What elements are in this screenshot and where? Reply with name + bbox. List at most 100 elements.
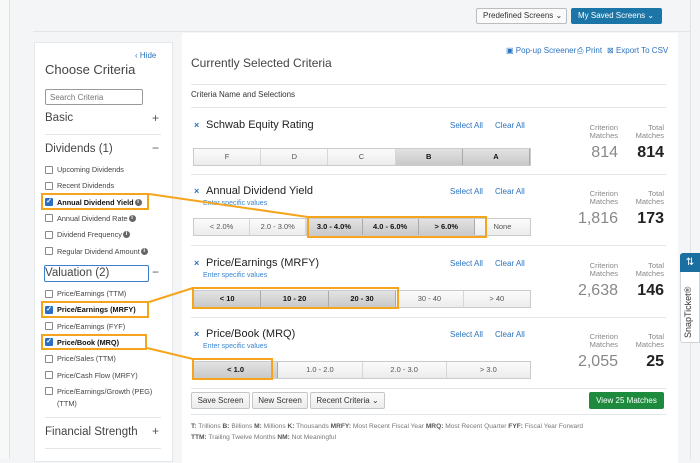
criteria-checkbox-item[interactable]: Recent Dividends (45, 181, 114, 190)
select-all-link[interactable]: Select All (450, 330, 483, 339)
checkbox[interactable]: ✓ (45, 198, 53, 207)
checkbox[interactable] (45, 371, 53, 379)
range-option[interactable]: D (261, 149, 329, 165)
checkbox[interactable] (45, 387, 53, 396)
recent-criteria-dropdown[interactable]: Recent Criteria ⌄ (310, 392, 385, 409)
select-all-link[interactable]: Select All (450, 259, 483, 268)
item-label: Upcoming Dividends (57, 165, 124, 174)
remove-criterion-icon[interactable]: × (194, 120, 200, 130)
expand-icon[interactable]: + (152, 111, 160, 125)
range-option[interactable]: B (395, 149, 463, 165)
criterion-matches-label: Criterion Matches (589, 123, 618, 140)
criteria-checkbox-item[interactable]: Price/Earnings (TTM) (45, 289, 126, 298)
remove-criterion-icon[interactable]: × (194, 329, 200, 339)
criteria-checkbox-item[interactable]: ✓ Price/Book (MRQ) (45, 338, 119, 347)
search-criteria-input[interactable] (45, 89, 143, 105)
enter-specific-values-link[interactable]: Enter specific values (203, 272, 268, 279)
range-option[interactable]: 2.0 - 3.0 (362, 362, 447, 378)
clear-all-link[interactable]: Clear All (495, 330, 525, 339)
abbreviation-footnote: T: Trillions B: Billions M: Millions K: … (191, 421, 591, 443)
predefined-screens-dropdown[interactable]: Predefined Screens ⌄ (476, 8, 567, 24)
criteria-checkbox-item[interactable]: Price/Sales (TTM) (45, 354, 116, 363)
checkbox[interactable] (45, 354, 53, 363)
range-option[interactable]: A (462, 149, 531, 165)
range-option[interactable]: 3.0 - 4.0% (306, 219, 363, 235)
checkbox[interactable] (45, 322, 53, 331)
range-option[interactable]: 1.0 - 2.0 (278, 362, 363, 378)
info-icon[interactable]: i (122, 231, 130, 239)
info-icon[interactable]: i (128, 214, 136, 222)
divider (191, 107, 666, 108)
select-all-link[interactable]: Select All (450, 121, 483, 130)
collapse-icon[interactable]: − (152, 265, 160, 279)
criteria-checkbox-item[interactable]: ✓ Price/Earnings (MRFY) (45, 305, 136, 314)
range-option[interactable]: C (328, 149, 396, 165)
checkbox[interactable] (45, 247, 53, 255)
range-option[interactable]: < 2.0% (194, 219, 251, 235)
expand-icon[interactable]: + (152, 424, 160, 438)
category-valuation[interactable]: Valuation (2) (45, 267, 110, 279)
criteria-checkbox-item[interactable]: Upcoming Dividends (45, 165, 124, 174)
checkbox[interactable] (45, 214, 53, 223)
save-screen-button[interactable]: Save Screen (191, 392, 250, 409)
clear-all-link[interactable]: Clear All (495, 121, 525, 130)
remove-criterion-icon[interactable]: × (194, 186, 200, 196)
criteria-checkbox-item[interactable]: Price/Earnings/Growth (PEG) (45, 387, 152, 396)
criteria-checkbox-item[interactable]: ✓ Annual Dividend Yield i (45, 198, 142, 207)
popup-screener-link[interactable]: ▣ Pop-up Screener (506, 46, 577, 55)
select-all-link[interactable]: Select All (450, 187, 483, 196)
print-link[interactable]: ⎙ Print (577, 46, 602, 56)
swap-arrows-icon[interactable]: ⇅ (680, 253, 700, 272)
criteria-checkbox-item[interactable]: Annual Dividend Rate i (45, 214, 136, 223)
range-option[interactable]: < 10 (194, 291, 262, 307)
checkbox[interactable] (45, 289, 53, 298)
item-label: Price/Earnings (MRFY) (57, 305, 136, 315)
view-matches-button[interactable]: View 25 Matches (589, 392, 664, 409)
criteria-checkbox-item[interactable]: Price/Cash Flow (MRFY) (45, 371, 138, 380)
category-dividends[interactable]: Dividends (1) (45, 143, 113, 155)
enter-specific-values-link[interactable]: Enter specific values (203, 200, 268, 207)
total-matches-label: Total Matches (635, 123, 664, 140)
range-option[interactable]: > 3.0 (446, 362, 530, 378)
info-icon[interactable]: i (134, 198, 142, 206)
clear-all-link[interactable]: Clear All (495, 259, 525, 268)
abbr-meaning: Billions (231, 423, 253, 430)
checkbox[interactable]: ✓ (45, 305, 53, 314)
my-saved-screens-dropdown[interactable]: My Saved Screens ⌄ (571, 8, 662, 24)
hide-sidebar-link[interactable]: ‹ Hide (135, 51, 156, 60)
info-icon[interactable]: i (140, 247, 148, 255)
sidebar-title: Choose Criteria (45, 62, 136, 77)
abbr: NM: (277, 434, 290, 441)
criteria-checkbox-item[interactable]: Dividend Frequency i (45, 230, 130, 239)
range-option[interactable]: None (474, 219, 531, 235)
export-csv-link[interactable]: ⊠ Export To CSV (607, 46, 668, 55)
item-label: Price/Sales (TTM) (57, 354, 116, 364)
range-option[interactable]: F (194, 149, 262, 165)
main-panel (182, 33, 678, 463)
category-basic[interactable]: Basic (45, 112, 74, 124)
divider (191, 414, 666, 415)
checkbox[interactable] (45, 181, 53, 190)
clear-all-link[interactable]: Clear All (495, 187, 525, 196)
range-option[interactable]: < 1.0 (194, 362, 279, 378)
remove-criterion-icon[interactable]: × (194, 258, 200, 268)
checkbox[interactable]: ✓ (45, 338, 53, 347)
range-option[interactable]: 10 - 20 (261, 291, 329, 307)
collapse-icon[interactable]: − (152, 141, 160, 155)
new-screen-button[interactable]: New Screen (252, 392, 308, 409)
range-option[interactable]: 30 - 40 (396, 291, 464, 307)
criteria-checkbox-item[interactable]: Regular Dividend Amount i (45, 247, 148, 256)
range-option[interactable]: 2.0 - 3.0% (250, 219, 307, 235)
category-financial-strength[interactable]: Financial Strength (45, 426, 138, 438)
range-option[interactable]: 4.0 - 6.0% (362, 219, 419, 235)
range-option[interactable]: > 6.0% (418, 219, 475, 235)
criteria-checkbox-item[interactable]: Price/Earnings (FYF) (45, 322, 125, 331)
range-option[interactable]: 20 - 30 (328, 291, 397, 307)
range-option[interactable]: > 40 (463, 291, 531, 307)
item-label: Price/Earnings (FYF) (57, 321, 126, 331)
abbr: MRFY: (330, 423, 352, 430)
checkbox[interactable] (45, 230, 53, 239)
checkbox[interactable] (45, 165, 53, 174)
enter-specific-values-link[interactable]: Enter specific values (203, 343, 268, 350)
criterion-matches-count: 2,055 (577, 353, 618, 370)
